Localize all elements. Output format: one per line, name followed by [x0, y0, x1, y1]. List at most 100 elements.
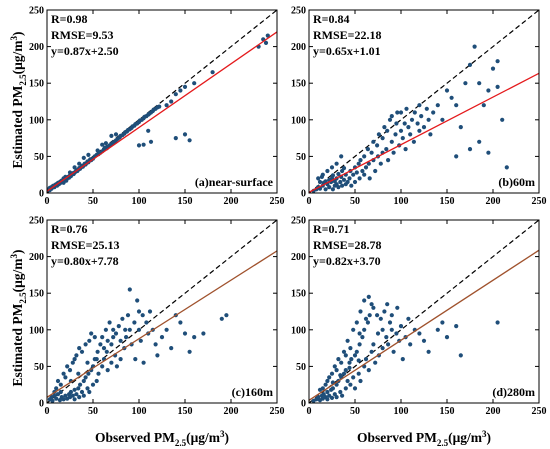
- data-point: [356, 371, 361, 376]
- data-point: [87, 338, 92, 343]
- y-tick-label: 250: [291, 216, 306, 227]
- data-point: [393, 132, 398, 137]
- data-point: [458, 353, 463, 358]
- data-point: [63, 375, 68, 380]
- data-point: [408, 342, 413, 347]
- data-point: [132, 320, 137, 325]
- data-point: [366, 368, 371, 373]
- data-point: [356, 358, 361, 363]
- data-point: [384, 147, 389, 152]
- data-point: [338, 373, 343, 378]
- data-point: [58, 382, 63, 387]
- data-point: [373, 168, 378, 174]
- data-point: [389, 327, 394, 332]
- regression-line: [309, 72, 539, 193]
- data-point: [347, 365, 352, 370]
- data-point: [378, 161, 383, 166]
- stat-line: y=0.87x+2.50: [51, 44, 119, 58]
- data-point: [477, 139, 482, 144]
- data-point: [67, 170, 73, 175]
- x-tick-label: 0: [45, 196, 50, 207]
- y-tick-label: 200: [29, 252, 44, 263]
- data-point: [103, 327, 108, 332]
- data-point: [109, 360, 114, 365]
- data-point: [339, 360, 344, 365]
- data-point: [362, 327, 367, 332]
- data-point: [317, 179, 323, 185]
- data-point: [81, 378, 86, 384]
- data-point: [70, 360, 75, 365]
- data-point: [319, 174, 324, 179]
- data-point: [127, 327, 132, 332]
- data-point: [83, 342, 88, 347]
- data-point: [357, 176, 362, 181]
- data-point: [369, 150, 374, 155]
- data-point: [68, 389, 73, 395]
- data-point: [408, 132, 413, 137]
- data-point: [341, 166, 347, 171]
- data-point: [380, 327, 385, 332]
- data-point: [343, 353, 348, 358]
- data-point: [411, 139, 416, 144]
- data-point: [352, 353, 358, 358]
- y-tick-label: 200: [291, 252, 306, 263]
- data-point: [371, 305, 376, 310]
- y-tick-label: 100: [291, 325, 306, 336]
- x-tick-label: 250: [270, 196, 285, 207]
- data-point: [105, 338, 110, 343]
- data-point: [362, 172, 367, 177]
- data-point: [100, 335, 105, 340]
- data-point: [164, 103, 169, 108]
- data-point: [369, 349, 374, 354]
- data-point: [367, 313, 372, 318]
- data-point: [431, 110, 436, 115]
- data-point: [77, 346, 82, 351]
- y-label-sup: 3: [9, 253, 19, 258]
- plot-frame: [46, 219, 278, 404]
- data-point: [354, 320, 359, 325]
- data-point: [323, 382, 328, 387]
- data-point: [116, 324, 121, 329]
- plot-frame: [308, 9, 540, 194]
- data-point: [187, 349, 192, 354]
- x-label-sup: 3: [220, 429, 225, 439]
- data-point: [363, 357, 369, 362]
- x-tick-label: 50: [88, 406, 98, 417]
- data-point: [77, 395, 82, 400]
- data-point: [454, 324, 459, 329]
- data-point: [351, 375, 356, 380]
- data-point: [378, 316, 383, 321]
- data-point: [467, 147, 473, 152]
- y-tick-label: 200: [291, 42, 306, 53]
- stat-line: R=0.84: [313, 12, 350, 26]
- data-point: [454, 154, 459, 159]
- data-point: [351, 327, 356, 332]
- stat-line: RMSE=22.18: [313, 28, 382, 42]
- data-point: [219, 316, 224, 321]
- data-point: [157, 104, 162, 109]
- x-tick-label: 200: [224, 406, 239, 417]
- data-point: [113, 132, 119, 137]
- data-point: [61, 371, 66, 376]
- data-point: [398, 128, 404, 133]
- x-tick-label: 150: [440, 196, 455, 207]
- data-point: [375, 143, 380, 148]
- data-point: [504, 165, 509, 170]
- data-point: [192, 81, 197, 86]
- x-tick-label: 200: [486, 196, 501, 207]
- data-point: [329, 395, 335, 400]
- data-point: [338, 179, 343, 185]
- x-tick-label: 50: [88, 196, 98, 207]
- data-point: [136, 327, 142, 332]
- data-point: [317, 387, 323, 392]
- data-point: [444, 88, 450, 93]
- x-label-unit: (μg/m: [186, 430, 221, 445]
- data-point: [356, 161, 361, 166]
- data-point: [444, 335, 450, 340]
- data-point: [382, 125, 387, 130]
- stat-line: R=0.76: [51, 222, 88, 236]
- data-point: [404, 106, 409, 111]
- y-tick-label: 250: [291, 6, 306, 17]
- x-tick-label: 250: [532, 196, 547, 207]
